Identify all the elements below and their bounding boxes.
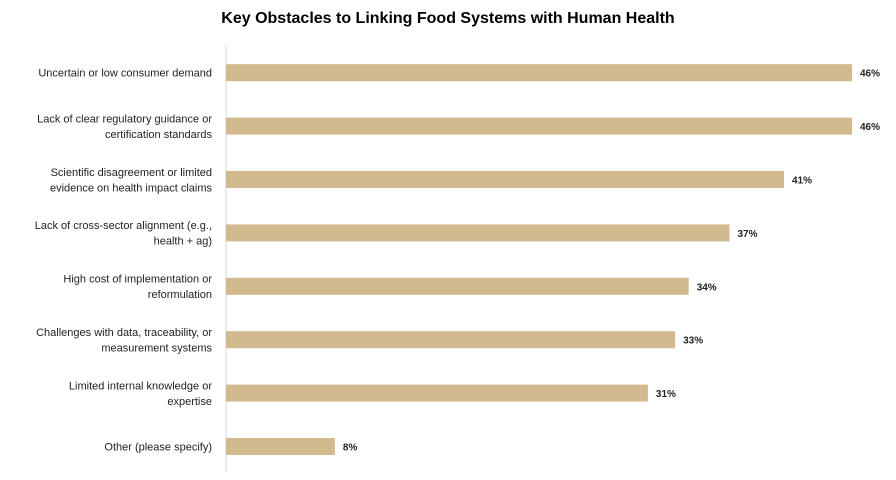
bar [226, 277, 689, 295]
bar [226, 438, 335, 455]
bar [226, 117, 852, 135]
data-label: 46% [860, 122, 880, 133]
category-label: Other (please specify) [104, 442, 212, 454]
bar [226, 64, 852, 82]
data-label: 31% [656, 389, 676, 400]
data-label: 34% [697, 282, 717, 293]
data-label: 33% [683, 336, 703, 347]
chart-title: Key Obstacles to Linking Food Systems wi… [221, 10, 675, 27]
bar [226, 224, 730, 242]
bar [226, 384, 648, 402]
bar [226, 331, 676, 349]
category-label: Uncertain or low consumer demand [38, 68, 212, 80]
category-label: Lack of cross-sector alignment (e.g., hea… [35, 220, 212, 248]
category-label: Scientific disagreement or limited eviden… [50, 167, 213, 195]
category-label: High cost of implementation or reformulat… [63, 274, 212, 302]
category-label: Lack of clear regulatory guidance or cert… [37, 113, 212, 140]
category-label: Limited internal knowledge or expertise [69, 380, 212, 408]
data-label: 37% [738, 229, 758, 240]
data-label: 46% [860, 69, 880, 80]
data-label: 8% [343, 443, 358, 454]
category-label: Challenges with data, traceability, or me… [36, 327, 212, 355]
bar [226, 171, 784, 188]
data-label: 41% [792, 176, 812, 187]
